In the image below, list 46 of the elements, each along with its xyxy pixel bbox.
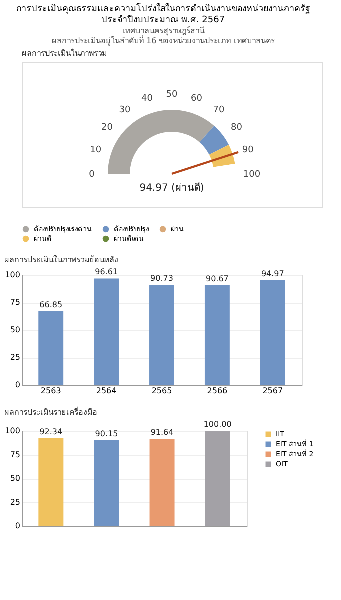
data-label: 90.67 xyxy=(206,274,229,284)
y-tick-label: 25 xyxy=(10,353,20,362)
y-tick-label: 100 xyxy=(5,426,20,436)
x-tick-label: 2563 xyxy=(40,386,62,396)
text: ผลการประเมินในภาพรวม xyxy=(22,49,107,58)
text: ผลการประเมินรายเครื่องมือ xyxy=(4,406,98,417)
y-tick-label: 75 xyxy=(10,450,20,460)
data-label: 90.73 xyxy=(150,274,174,284)
data-label: 92.34 xyxy=(40,427,63,436)
x-tick-label: 2565 xyxy=(152,386,172,396)
text: 50 xyxy=(166,90,178,100)
text: 70 xyxy=(213,105,226,116)
data-label: 94.97 xyxy=(261,270,284,279)
data-label: 100.00 xyxy=(204,420,232,429)
bar xyxy=(38,311,64,385)
text: 100 xyxy=(243,170,261,180)
text: 94.97 (ผ่านดี) xyxy=(140,182,204,194)
y-tick-label: 0 xyxy=(15,380,20,390)
data-label: 90.15 xyxy=(95,429,118,438)
data-label: 66.85 xyxy=(40,300,63,310)
text: 0 xyxy=(89,170,96,180)
text: 60 xyxy=(190,94,203,104)
y-tick-label: 100 xyxy=(5,270,20,280)
data-label: 96.61 xyxy=(95,268,118,277)
x-tick-label: 2566 xyxy=(207,386,228,396)
text: 40 xyxy=(142,94,154,104)
text: ผลการประเมินในภาพรวมย้อนหลัง xyxy=(4,256,119,265)
chart-subtitle: เทศบาลนครสุราษฎร์ธานี ผลการประเมินอยู่ในลำดับที่ 16 ของหน่วยงานประเภท เทศบาลนคร xyxy=(52,26,276,46)
y-tick-label: 50 xyxy=(10,474,20,483)
y-tick-label: 50 xyxy=(10,326,20,334)
text: 80 xyxy=(230,122,243,133)
text: 20 xyxy=(102,122,114,133)
text: 10 xyxy=(90,145,102,156)
y-tick-label: 0 xyxy=(15,522,20,530)
bar xyxy=(94,278,120,385)
y-tick-label: 25 xyxy=(10,498,20,507)
y-tick-label: 75 xyxy=(10,298,20,307)
text: 90 xyxy=(242,145,254,156)
bar xyxy=(260,280,286,385)
text: 30 xyxy=(119,105,131,116)
x-tick-label: 2567 xyxy=(262,386,284,396)
bar xyxy=(150,285,174,385)
bar xyxy=(204,285,230,385)
chart-title: การประเมินคุณธรรมและความโปร่งใสในการดำเนินงานของหน่วยงานภาครัฐ ประจำปีงบประมาณ พ.ศ. 2567 xyxy=(16,4,310,26)
data-label: 91.64 xyxy=(150,428,174,437)
x-tick-label: 2564 xyxy=(96,386,117,396)
